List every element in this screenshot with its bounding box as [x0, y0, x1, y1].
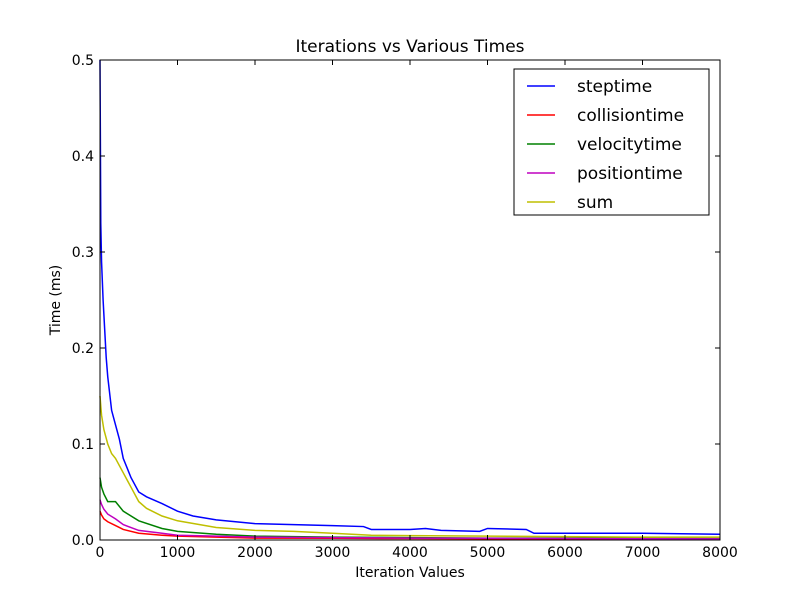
x-tick-label: 5000: [470, 545, 506, 561]
x-tick-label: 6000: [547, 545, 583, 561]
x-axis-label: Iteration Values: [355, 565, 465, 581]
legend-label-sum: sum: [577, 193, 613, 213]
x-tick-label: 2000: [237, 545, 273, 561]
legend-label-steptime: steptime: [577, 77, 652, 97]
y-tick-label: 0.5: [72, 53, 94, 69]
series-layer: [99, 59, 721, 540]
y-tick-label: 0.1: [72, 437, 94, 453]
y-tick-label: 0.3: [72, 245, 94, 261]
tick-layer: 0 1000 2000 3000 4000 5000 6000 7000 8000 0.0 0.1 0…: [72, 53, 738, 561]
legend-box: [513, 68, 710, 216]
x-tick-label: 0: [96, 545, 105, 561]
legend-label-positiontime: positiontime: [577, 164, 683, 184]
series-line-steptime: [99, 59, 721, 535]
legend: steptime collisiontime velocitytime positio…: [513, 68, 710, 216]
y-axis-label: Time (ms): [48, 265, 64, 337]
series-line-positiontime: [99, 499, 721, 540]
x-tick-label: 4000: [392, 545, 428, 561]
x-tick-label: 8000: [702, 545, 738, 561]
x-tick-label: 7000: [625, 545, 661, 561]
plot-frame: [99, 59, 721, 541]
legend-label-collisiontime: collisiontime: [577, 106, 684, 126]
x-tick-label: 1000: [160, 545, 196, 561]
y-tick-label: 0.4: [72, 149, 94, 165]
series-line-sum: [99, 395, 720, 538]
legend-label-velocitytime: velocitytime: [577, 135, 682, 155]
y-tick-label: 0.0: [72, 533, 94, 549]
chart-title: Iterations vs Various Times: [295, 37, 524, 57]
x-tick-label: 3000: [315, 545, 351, 561]
y-tick-label: 0.2: [72, 341, 94, 357]
